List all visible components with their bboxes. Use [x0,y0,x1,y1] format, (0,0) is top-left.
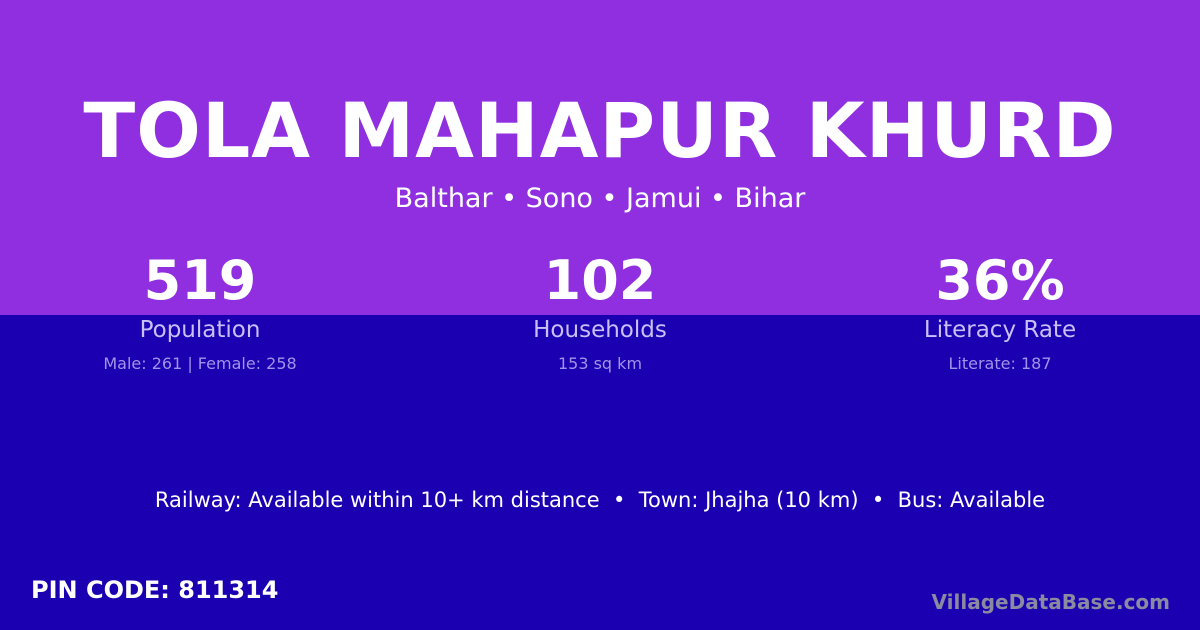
watermark: VillageDataBase.com [931,590,1170,614]
connectivity-info: Railway: Available within 10+ km distanc… [154,488,1046,512]
village-location: Balthar • Sono • Jamui • Bihar [394,183,806,214]
stat-value: 102 [543,249,657,312]
header-band [0,0,1200,315]
stat-label: Households [533,317,667,343]
stat-detail: 153 sq km [557,354,643,373]
pin-code: PIN CODE: 811314 [31,576,279,604]
stat-detail: Male: 261 | Female: 258 [103,354,297,373]
village-name: TOLA MAHAPUR KHURD [83,86,1117,175]
body-band [0,315,1200,630]
stat-label: Literacy Rate [923,317,1077,343]
stat-value: 519 [143,249,257,312]
stat-value: 36% [935,249,1065,312]
stat-label: Population [139,317,261,343]
stat-detail: Literate: 187 [948,354,1052,373]
